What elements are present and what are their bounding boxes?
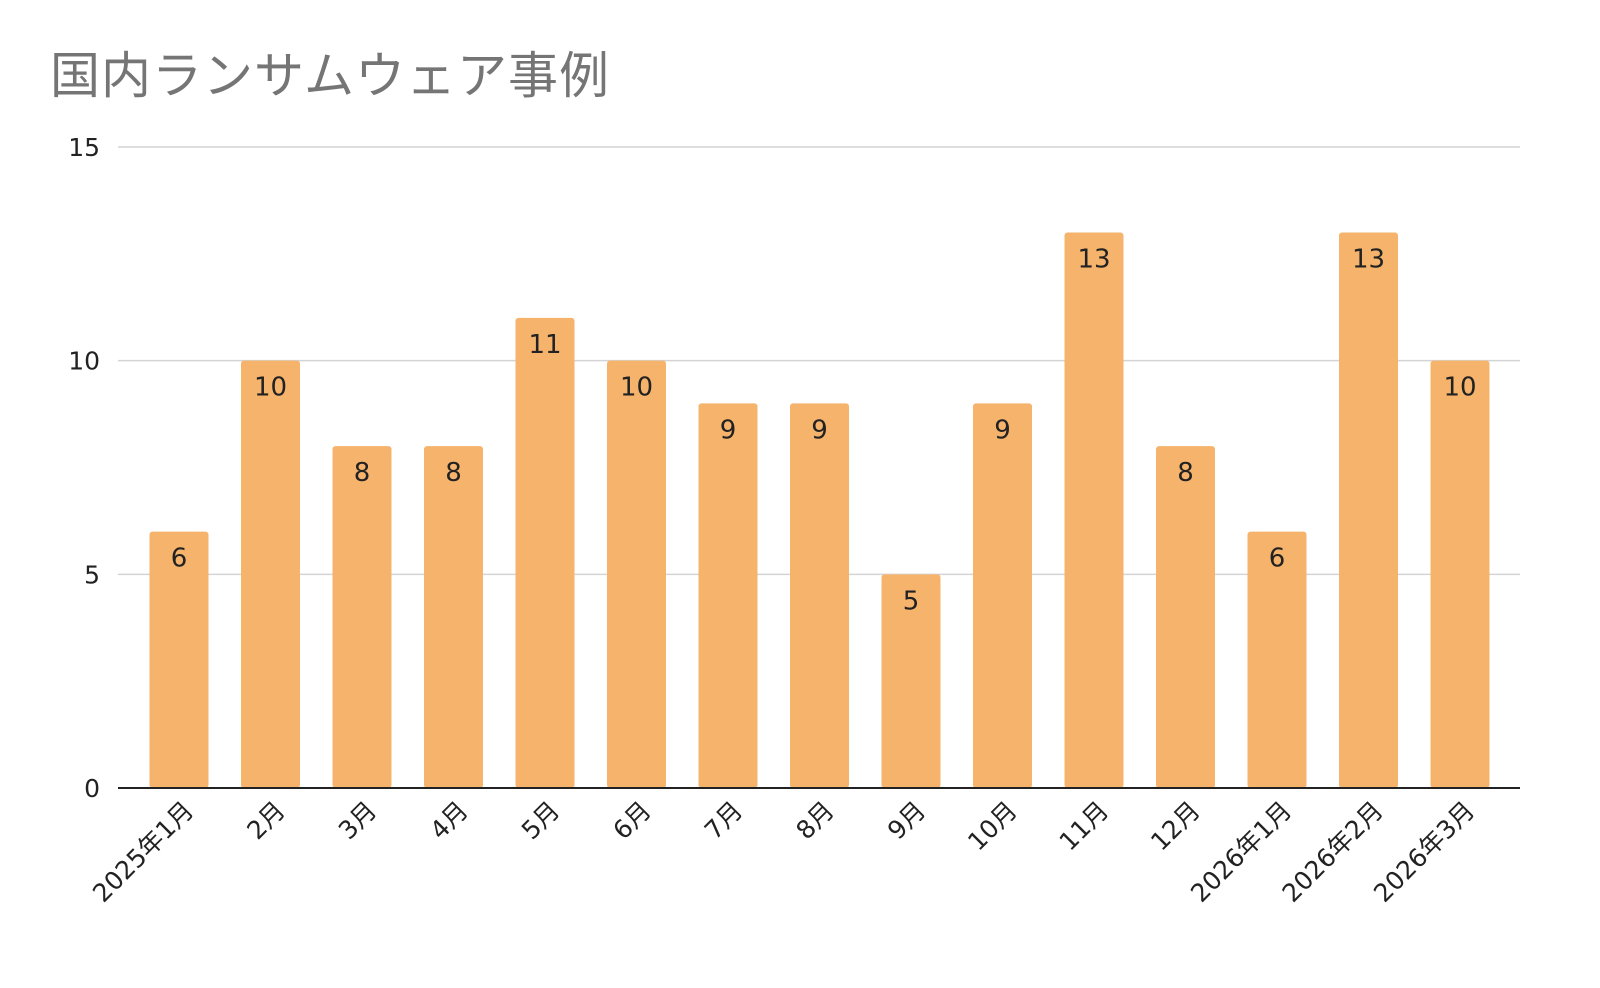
data-label: 5 xyxy=(903,586,920,616)
data-label: 8 xyxy=(1177,458,1194,488)
x-tick-label: 7月 xyxy=(699,796,748,845)
bar xyxy=(698,403,758,788)
data-label: 10 xyxy=(1443,373,1476,403)
bar xyxy=(1064,232,1124,788)
chart-title: 国内ランサムウェア事例 xyxy=(50,47,610,105)
bar xyxy=(881,574,941,788)
bar xyxy=(1339,232,1398,788)
bar xyxy=(1430,360,1490,788)
x-tick-label: 8月 xyxy=(790,796,839,845)
y-tick-label: 15 xyxy=(68,133,100,162)
data-label: 13 xyxy=(1352,244,1385,274)
data-label: 8 xyxy=(445,458,462,488)
data-label: 9 xyxy=(994,415,1011,445)
bar xyxy=(1156,446,1215,788)
x-tick-label: 2月 xyxy=(241,796,290,845)
bar xyxy=(424,446,483,788)
x-tick-label: 3月 xyxy=(333,796,382,845)
x-tick-label: 9月 xyxy=(882,796,931,845)
bar xyxy=(790,403,849,788)
data-label: 11 xyxy=(528,330,561,360)
x-tick-label: 12月 xyxy=(1145,796,1206,857)
x-tick-label: 4月 xyxy=(424,796,473,845)
data-label: 8 xyxy=(354,458,371,488)
data-label: 13 xyxy=(1077,244,1110,274)
x-tick-label: 2025年1月 xyxy=(87,796,199,908)
x-tick-label: 10月 xyxy=(962,796,1023,857)
y-tick-label: 10 xyxy=(68,347,100,376)
bar xyxy=(515,317,575,788)
x-tick-label: 6月 xyxy=(607,796,656,845)
x-tick-label: 11月 xyxy=(1054,796,1115,857)
x-tick-label: 5月 xyxy=(516,796,565,845)
bar xyxy=(241,360,300,788)
bar xyxy=(973,403,1032,788)
bar xyxy=(607,360,666,788)
data-label: 10 xyxy=(254,373,287,403)
data-label: 9 xyxy=(811,415,828,445)
bar xyxy=(149,531,209,788)
y-tick-label: 0 xyxy=(84,774,100,803)
data-label: 6 xyxy=(171,544,188,574)
y-tick-label: 5 xyxy=(84,560,100,589)
bar xyxy=(1247,531,1307,788)
data-label: 6 xyxy=(1269,544,1286,574)
data-label: 9 xyxy=(720,415,737,445)
bar xyxy=(332,446,392,788)
data-label: 10 xyxy=(620,373,653,403)
